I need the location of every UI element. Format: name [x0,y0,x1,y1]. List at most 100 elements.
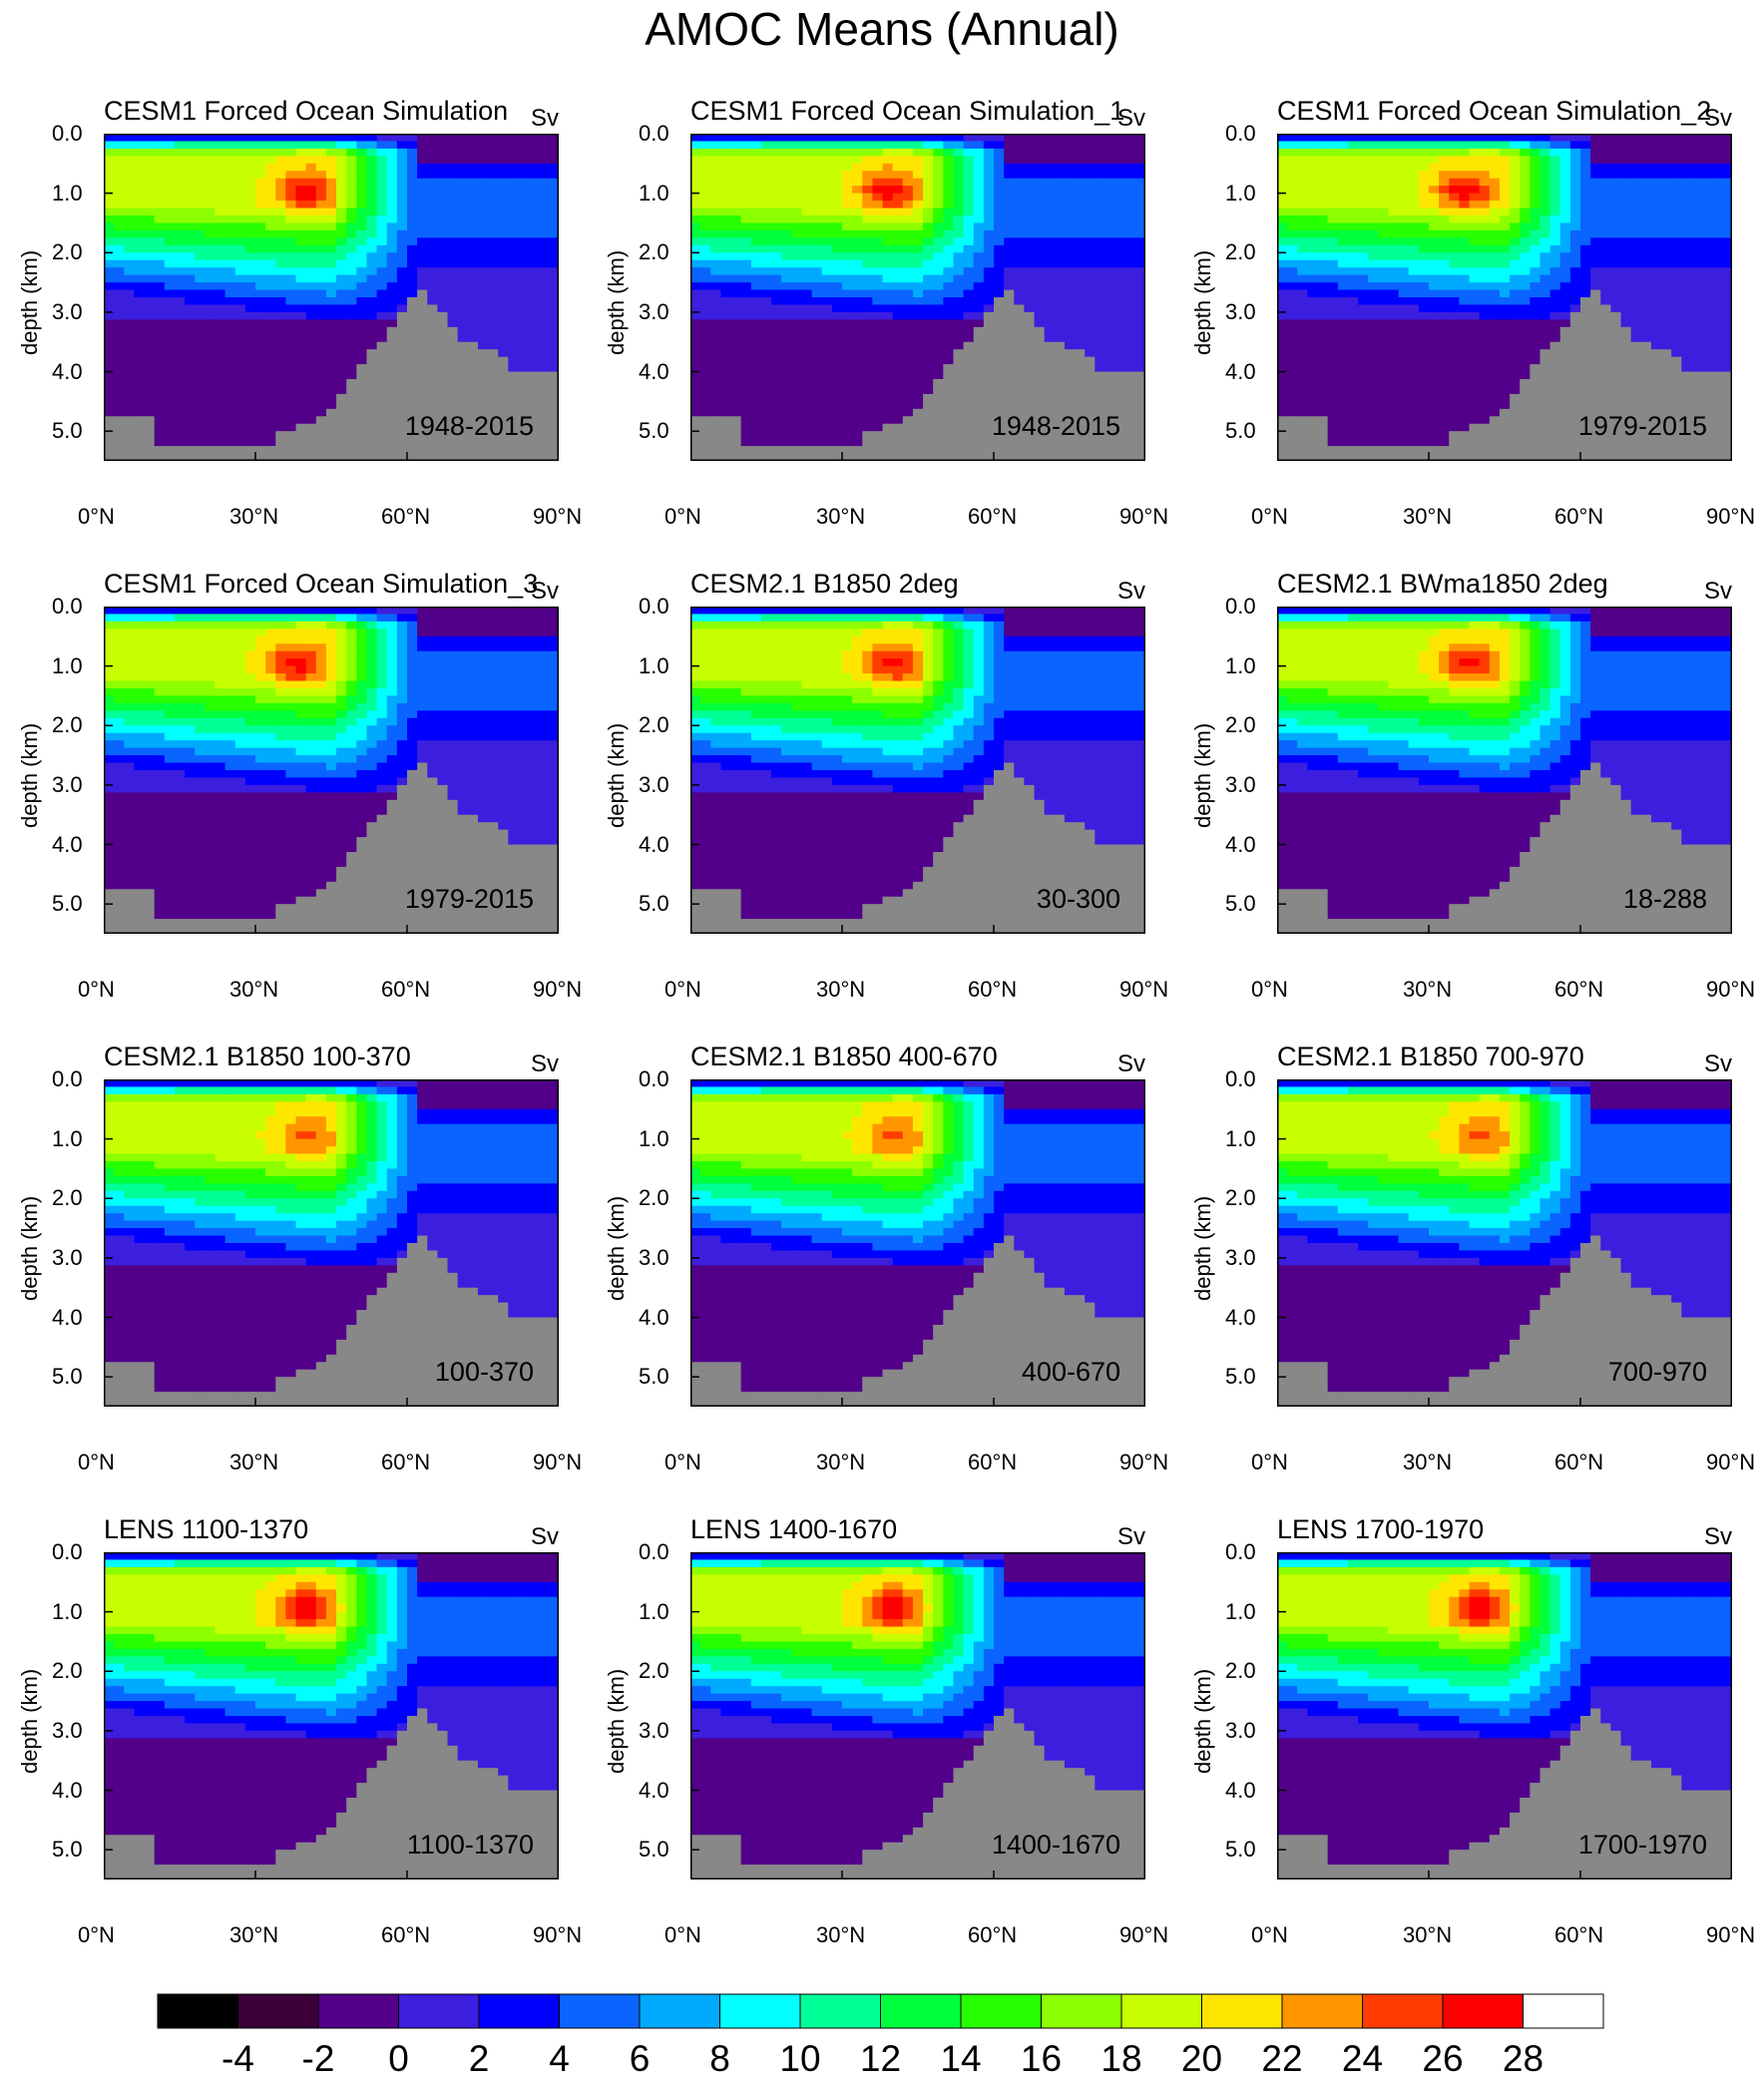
contour-cell [1104,215,1116,224]
contour-cell [740,171,752,180]
contour-cell [1124,222,1136,231]
contour-cell [1124,289,1136,298]
contour-cell [1378,244,1390,253]
contour-cell [983,222,995,231]
contour-cell [882,148,894,157]
bathymetry-cell [114,438,125,447]
contour-cell [244,244,256,253]
bathymetry-cell [356,401,368,410]
contour-cell [1337,229,1349,238]
contour-cell [912,289,924,298]
contour-cell [1459,297,1471,306]
contour-cell [114,401,125,410]
contour-cell [356,289,368,298]
contour-cell [953,297,965,306]
contour-cell [781,393,792,402]
contour-cell [224,274,236,283]
contour-cell [315,274,327,283]
contour-cell [205,222,217,231]
contour-cell [821,208,833,216]
contour-cell [1429,371,1440,380]
contour-cell [1114,237,1126,246]
contour-cell [195,274,206,283]
contour-cell [1479,319,1491,328]
contour-cell [1307,141,1319,150]
contour-cell [811,193,823,202]
contour-cell [740,297,752,306]
contour-cell [771,371,782,380]
bathymetry-cell [1469,446,1481,455]
contour-cell [134,252,146,261]
contour-cell [104,229,115,238]
contour-cell [305,401,317,410]
contour-cell [255,222,266,231]
bathymetry-cell [730,431,742,440]
contour-cell [234,252,246,261]
contour-cell [518,178,530,187]
contour-cell [750,401,762,410]
contour-cell [154,134,166,143]
contour-cell [1358,282,1369,291]
contour-cell [1368,401,1379,410]
contour-cell [114,259,125,268]
contour-cell [275,134,286,143]
contour-cell [842,201,853,209]
bathymetry-cell [1469,423,1481,432]
bathymetry-cell [498,379,509,388]
contour-cell [295,349,307,358]
contour-cell [234,326,246,335]
contour-cell [417,141,428,150]
x-tick-label: 60°N [968,505,1017,529]
contour-cell [821,401,833,410]
contour-cell [1449,349,1460,358]
contour-cell [953,289,965,298]
contour-cell [1479,222,1491,231]
contour-cell [498,349,509,358]
contour-cell [1418,401,1430,410]
contour-cell [710,186,721,195]
contour-cell [1489,141,1501,150]
contour-cell [538,349,550,358]
contour-cell [305,297,317,306]
contour-cell [963,274,975,283]
contour-cell [771,393,782,402]
contour-cell [154,379,166,388]
contour-cell [1358,267,1369,276]
contour-cell [1449,156,1460,165]
bathymetry-cell [1114,453,1126,461]
contour-cell [224,141,236,150]
contour-cell [1277,401,1288,410]
contour-cell [548,201,559,209]
contour-cell [164,186,176,195]
bathymetry-cell [508,371,520,380]
contour-cell [528,148,540,157]
contour-cell [1075,282,1086,291]
contour-cell [174,304,186,313]
bathymetry-cell [366,364,378,373]
bathymetry-cell [1004,364,1015,373]
bathymetry-cell [1378,453,1390,461]
contour-cell [912,364,924,373]
contour-cell [973,289,985,298]
contour-cell [923,208,934,216]
contour-cell [437,289,449,298]
contour-cell [396,148,408,157]
bathymetry-cell [346,393,357,402]
bathymetry-cell [548,446,559,455]
contour-cell [1287,193,1298,202]
contour-cell [336,364,347,373]
contour-cell [114,178,125,187]
contour-cell [801,141,813,150]
contour-cell [234,311,246,320]
contour-cell [265,438,276,447]
contour-cell [1358,141,1369,150]
contour-cell [1378,237,1390,246]
bathymetry-cell [963,393,975,402]
contour-cell [508,297,520,306]
contour-cell [275,297,286,306]
bathymetry-cell [1054,446,1066,455]
contour-cell [1297,244,1308,253]
contour-cell [1398,393,1410,402]
contour-cell [1337,393,1349,402]
contour-cell [1134,193,1145,202]
